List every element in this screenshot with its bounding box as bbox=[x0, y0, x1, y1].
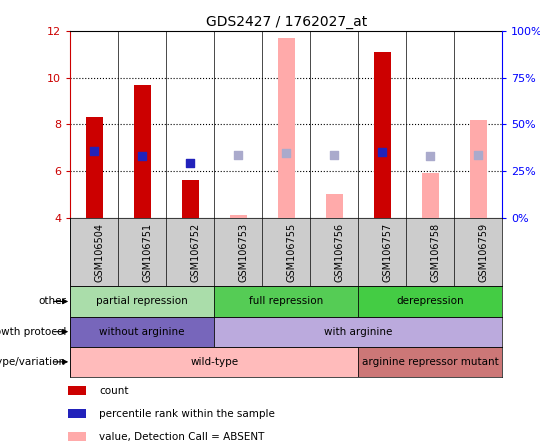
Text: GSM106756: GSM106756 bbox=[334, 223, 344, 282]
Text: GSM106753: GSM106753 bbox=[238, 223, 248, 282]
Text: GSM106757: GSM106757 bbox=[382, 223, 392, 282]
Bar bbox=[134, 85, 151, 218]
Bar bbox=[86, 117, 103, 218]
Bar bbox=[358, 347, 502, 377]
Bar bbox=[68, 432, 86, 441]
Bar bbox=[422, 173, 438, 218]
Text: without arginine: without arginine bbox=[99, 327, 185, 337]
Text: other: other bbox=[38, 297, 66, 306]
Point bbox=[474, 151, 483, 158]
Bar bbox=[182, 180, 199, 218]
Title: GDS2427 / 1762027_at: GDS2427 / 1762027_at bbox=[206, 15, 367, 29]
Text: percentile rank within the sample: percentile rank within the sample bbox=[99, 409, 275, 419]
Bar bbox=[326, 194, 342, 218]
Text: partial repression: partial repression bbox=[96, 297, 188, 306]
Bar bbox=[358, 286, 502, 317]
Bar bbox=[214, 286, 358, 317]
Point bbox=[138, 152, 146, 159]
Bar bbox=[68, 386, 86, 395]
Point bbox=[186, 159, 194, 166]
Text: derepression: derepression bbox=[396, 297, 464, 306]
Text: GSM106759: GSM106759 bbox=[478, 223, 488, 282]
Bar bbox=[214, 317, 502, 347]
Bar bbox=[278, 38, 295, 218]
Point bbox=[282, 150, 291, 157]
Text: with arginine: with arginine bbox=[324, 327, 393, 337]
Bar bbox=[374, 52, 390, 218]
Text: GSM106758: GSM106758 bbox=[430, 223, 440, 282]
Point bbox=[330, 151, 339, 158]
Text: value, Detection Call = ABSENT: value, Detection Call = ABSENT bbox=[99, 432, 265, 442]
Text: GSM106504: GSM106504 bbox=[94, 223, 104, 282]
Text: genotype/variation: genotype/variation bbox=[0, 357, 66, 367]
Text: count: count bbox=[99, 386, 129, 396]
Point bbox=[90, 147, 98, 155]
Text: GSM106755: GSM106755 bbox=[286, 223, 296, 282]
Text: GSM106751: GSM106751 bbox=[142, 223, 152, 282]
Bar bbox=[230, 215, 247, 218]
Point bbox=[234, 151, 242, 158]
Bar bbox=[70, 347, 358, 377]
Bar bbox=[68, 409, 86, 418]
Text: growth protocol: growth protocol bbox=[0, 327, 66, 337]
Bar bbox=[470, 120, 487, 218]
Point bbox=[426, 152, 435, 159]
Text: wild-type: wild-type bbox=[190, 357, 238, 367]
Text: arginine repressor mutant: arginine repressor mutant bbox=[362, 357, 498, 367]
Text: GSM106752: GSM106752 bbox=[190, 223, 200, 282]
Text: full repression: full repression bbox=[249, 297, 323, 306]
Bar bbox=[70, 286, 214, 317]
Point bbox=[378, 149, 387, 156]
Bar bbox=[70, 317, 214, 347]
